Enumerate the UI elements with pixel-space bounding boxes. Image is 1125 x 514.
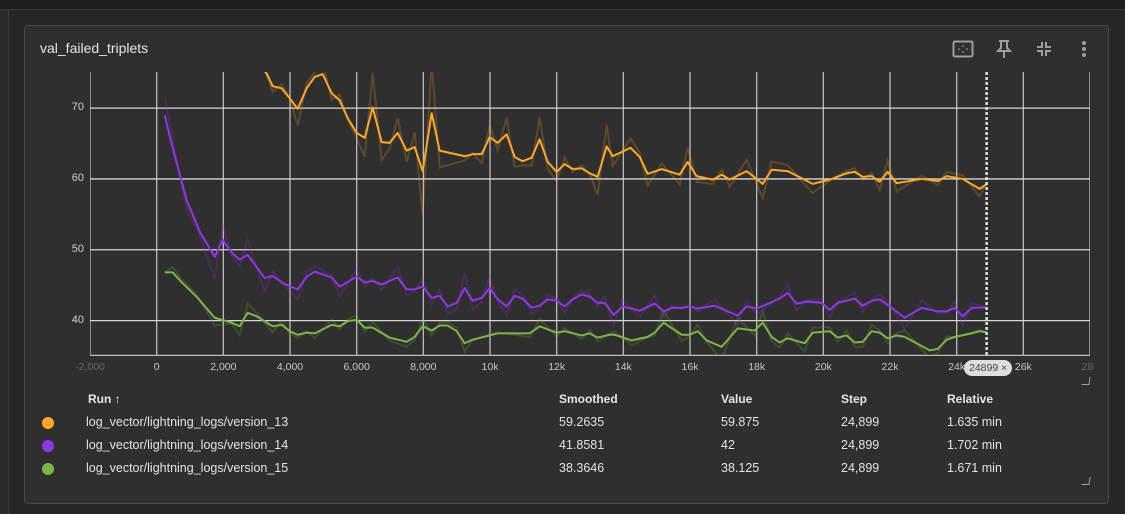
run-name: log_vector/lightning_logs/version_13 <box>86 415 289 429</box>
x-tick-label: 18k <box>748 361 766 373</box>
run-name: log_vector/lightning_logs/version_14 <box>86 438 289 452</box>
x-tick-label: 8,000 <box>410 361 437 373</box>
col-run[interactable]: Run ↑ <box>88 392 121 406</box>
x-tick-label: 10k <box>481 361 499 373</box>
x-tick-label: 26k <box>1014 361 1032 373</box>
fit-domain-icon <box>952 40 974 58</box>
value: 38.125 <box>721 461 760 475</box>
series-line <box>264 72 988 190</box>
x-tick-label: 14k <box>614 361 632 373</box>
relative: 1.671 min <box>947 461 1002 475</box>
x-tick-label: -2,000 <box>75 361 105 373</box>
table-resize-handle[interactable] <box>1081 477 1091 485</box>
x-tick-label: 2,000 <box>210 361 237 373</box>
raw-series-line <box>163 96 987 332</box>
run-color-dot[interactable] <box>42 440 54 452</box>
col-step[interactable]: Step <box>841 392 868 406</box>
collapse-button[interactable] <box>1031 37 1057 61</box>
x-tick-label: 0 <box>153 361 160 373</box>
top-bar <box>0 0 1125 10</box>
scalar-card <box>24 25 1109 504</box>
col-relative[interactable]: Relative <box>947 392 994 406</box>
run-color-dot[interactable] <box>42 463 54 475</box>
step: 24,899 <box>841 438 880 452</box>
step: 24,899 <box>841 415 880 429</box>
card-title: val_failed_triplets <box>40 40 149 56</box>
left-panel-edge <box>0 10 9 514</box>
x-tick-label: 22k <box>881 361 899 373</box>
run-color-dot[interactable] <box>42 417 54 429</box>
x-tick-label: 4,000 <box>276 361 304 373</box>
smoothed-value: 59.2635 <box>559 415 605 429</box>
chart-resize-handle[interactable] <box>1081 377 1091 385</box>
col-smoothed[interactable]: Smoothed <box>559 392 618 406</box>
smoothed-value: 41.8581 <box>559 438 605 452</box>
y-tick-label: 70 <box>71 101 84 114</box>
y-tick-label: 50 <box>71 242 84 255</box>
hover-step-badge[interactable]: 24899 × <box>964 360 1013 376</box>
more-options-button[interactable] <box>1071 37 1097 61</box>
relative: 1.635 min <box>947 415 1002 429</box>
run-name: log_vector/lightning_logs/version_15 <box>86 461 289 475</box>
value: 59.875 <box>721 415 760 429</box>
pin-icon <box>995 40 1013 58</box>
x-tick-label: 6,000 <box>343 361 370 373</box>
series-line <box>163 114 987 319</box>
step: 24,899 <box>841 461 880 475</box>
y-tick-label: 60 <box>71 171 84 184</box>
smoothed-value: 38.3646 <box>559 461 605 475</box>
more-vert-icon <box>1082 41 1086 57</box>
raw-series-line <box>264 72 988 216</box>
x-tick-label: 12k <box>548 361 566 373</box>
collapse-icon <box>1037 42 1051 56</box>
x-tick-label: 16k <box>681 361 699 373</box>
series-line <box>164 271 987 352</box>
fit-domain-button[interactable] <box>950 37 976 61</box>
x-tick-label: 20k <box>814 361 832 373</box>
x-axis: -2,000 0 2,000 4,000 6,000 8,000 10k 12k 14k 16k 1… <box>64 358 1094 376</box>
line-chart[interactable] <box>90 72 1090 356</box>
x-tick-label: 28k <box>1081 361 1094 373</box>
value: 42 <box>721 438 735 452</box>
relative: 1.702 min <box>947 438 1002 452</box>
y-tick-label: 40 <box>71 313 84 326</box>
pin-button[interactable] <box>991 37 1017 61</box>
x-tick-label: 24k <box>948 361 966 373</box>
col-value[interactable]: Value <box>721 392 753 406</box>
